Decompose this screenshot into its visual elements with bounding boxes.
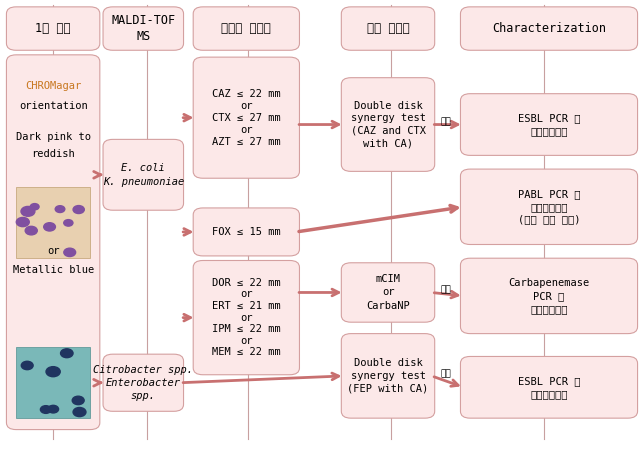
FancyBboxPatch shape xyxy=(193,260,299,375)
Text: Citrobacter spp.
Enterobacter
spp.: Citrobacter spp. Enterobacter spp. xyxy=(93,365,193,401)
Text: Metallic blue: Metallic blue xyxy=(12,265,94,275)
Text: orientation: orientation xyxy=(19,101,88,111)
Circle shape xyxy=(48,405,59,413)
Text: ESBL PCR 및
염기서열분석: ESBL PCR 및 염기서열분석 xyxy=(518,376,580,399)
Circle shape xyxy=(73,408,86,417)
Text: Carbapenemase
PCR 및
염기서열분석: Carbapenemase PCR 및 염기서열분석 xyxy=(508,278,590,314)
Text: Characterization: Characterization xyxy=(492,22,606,35)
FancyBboxPatch shape xyxy=(193,7,299,50)
Bar xyxy=(16,347,90,418)
Circle shape xyxy=(46,367,61,377)
Circle shape xyxy=(61,349,73,358)
Text: PABL PCR 및
염기서열분석
(양성 또는 음성): PABL PCR 및 염기서열분석 (양성 또는 음성) xyxy=(518,189,580,224)
Circle shape xyxy=(73,206,84,213)
FancyBboxPatch shape xyxy=(103,139,184,210)
FancyBboxPatch shape xyxy=(193,208,299,256)
Circle shape xyxy=(44,223,55,231)
FancyBboxPatch shape xyxy=(341,7,435,50)
Text: MALDI-TOF
MS: MALDI-TOF MS xyxy=(111,14,175,43)
Text: DOR ≤ 22 mm
or
ERT ≤ 21 mm
or
IPM ≤ 22 mm
or
MEM ≤ 22 mm: DOR ≤ 22 mm or ERT ≤ 21 mm or IPM ≤ 22 m… xyxy=(212,278,281,357)
Circle shape xyxy=(41,406,52,414)
Circle shape xyxy=(21,361,33,370)
Circle shape xyxy=(25,226,37,235)
Text: 양성: 양성 xyxy=(440,118,451,127)
FancyBboxPatch shape xyxy=(341,263,435,322)
FancyBboxPatch shape xyxy=(341,334,435,418)
Text: Double disk
synergy test
(CAZ and CTX
with CA): Double disk synergy test (CAZ and CTX wi… xyxy=(350,101,426,148)
Text: 양성: 양성 xyxy=(440,286,451,295)
FancyBboxPatch shape xyxy=(6,55,100,430)
Text: ESBL PCR 및
염기서열분석: ESBL PCR 및 염기서열분석 xyxy=(518,113,580,136)
Text: 1차 배양: 1차 배양 xyxy=(35,22,71,35)
Text: 항균제 감수성: 항균제 감수성 xyxy=(222,22,271,35)
Text: mCIM
or
CarbaNP: mCIM or CarbaNP xyxy=(366,274,410,311)
Text: CHROMagar: CHROMagar xyxy=(25,81,81,91)
Text: 추가 감수성: 추가 감수성 xyxy=(366,22,410,35)
FancyBboxPatch shape xyxy=(103,354,184,411)
Text: E. coli
K. pneumoniae: E. coli K. pneumoniae xyxy=(102,163,184,187)
Circle shape xyxy=(55,206,65,213)
Text: CAZ ≤ 22 mm
or
CTX ≤ 27 mm
or
AZT ≤ 27 mm: CAZ ≤ 22 mm or CTX ≤ 27 mm or AZT ≤ 27 m… xyxy=(212,89,281,147)
Circle shape xyxy=(16,218,29,227)
Circle shape xyxy=(64,220,73,226)
Circle shape xyxy=(64,248,75,256)
FancyBboxPatch shape xyxy=(460,7,638,50)
Text: or: or xyxy=(47,246,59,256)
Bar xyxy=(16,187,90,258)
Text: Double disk
synergy test
(FEP with CA): Double disk synergy test (FEP with CA) xyxy=(347,358,429,393)
Text: Dark pink to: Dark pink to xyxy=(15,132,91,142)
Text: 양성: 양성 xyxy=(440,369,451,378)
FancyBboxPatch shape xyxy=(341,78,435,171)
FancyBboxPatch shape xyxy=(460,94,638,155)
Text: FOX ≤ 15 mm: FOX ≤ 15 mm xyxy=(212,227,281,237)
FancyBboxPatch shape xyxy=(460,356,638,418)
FancyBboxPatch shape xyxy=(103,7,184,50)
Circle shape xyxy=(30,203,39,210)
Circle shape xyxy=(72,396,84,404)
Circle shape xyxy=(21,207,35,216)
FancyBboxPatch shape xyxy=(6,7,100,50)
Text: reddish: reddish xyxy=(32,149,75,159)
FancyBboxPatch shape xyxy=(460,169,638,244)
FancyBboxPatch shape xyxy=(193,57,299,178)
FancyBboxPatch shape xyxy=(460,258,638,334)
